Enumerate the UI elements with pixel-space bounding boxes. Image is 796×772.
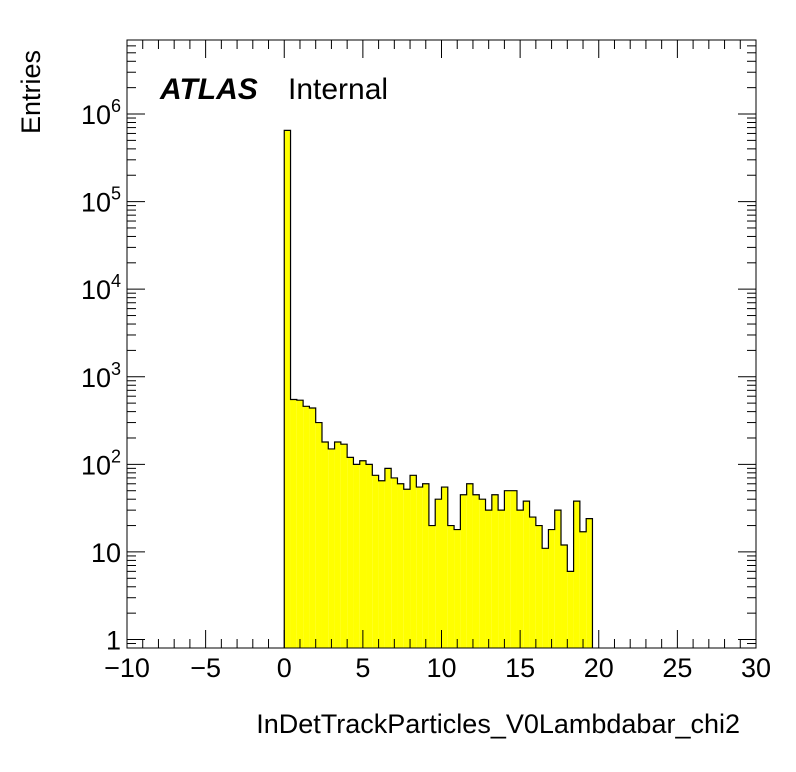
histogram-bin: [479, 499, 486, 648]
histogram-bin: [554, 510, 562, 648]
x-axis-title: InDetTrackParticles_V0Lambdabar_chi2: [256, 709, 740, 739]
histogram-bin: [347, 457, 354, 648]
histogram-bin: [548, 529, 555, 648]
histogram-bin: [422, 483, 429, 648]
y-tick-label: 103: [81, 359, 121, 393]
histogram-bin: [447, 525, 455, 648]
histogram-bin: [340, 444, 348, 648]
histogram-bin: [416, 487, 423, 648]
histogram-bin: [491, 494, 499, 648]
histogram-bin: [516, 510, 524, 648]
histogram-bin: [428, 525, 436, 648]
x-tick-label: 25: [662, 653, 692, 683]
histogram-bin: [397, 483, 404, 648]
axis-ticks: [126, 39, 757, 649]
histogram-bin: [303, 406, 310, 648]
histogram-bin: [290, 399, 297, 648]
x-tick-labels: −10 −5 0 5 10 15 20 25 30: [104, 653, 771, 683]
histogram-bin: [321, 441, 329, 648]
y-tick-label: 104: [81, 271, 121, 305]
histogram-bin: [353, 464, 360, 648]
histogram-bin: [366, 464, 373, 648]
x-tick-label: 5: [355, 653, 370, 683]
histogram-bin: [435, 499, 442, 648]
y-tick-label: 10: [91, 538, 121, 568]
histogram-bin: [498, 510, 505, 648]
y-tick-label: 106: [81, 96, 121, 130]
histogram-bin: [334, 441, 341, 648]
histogram-bin: [359, 460, 367, 648]
x-tick-label: 10: [426, 653, 456, 683]
histogram-bin: [529, 517, 536, 648]
x-tick-label: 0: [277, 653, 292, 683]
histogram-bin: [542, 548, 549, 648]
histogram-bin: [309, 407, 316, 648]
atlas-status-label: Internal: [288, 73, 388, 106]
histogram-bin: [567, 571, 574, 648]
histogram-bin: [284, 130, 291, 648]
histogram-bin: [403, 489, 411, 648]
histogram-bin: [315, 422, 322, 648]
histogram-outline: [283, 129, 594, 648]
y-axis-title: Entries: [16, 50, 46, 134]
histogram-bin: [410, 475, 417, 648]
histogram-bin: [579, 531, 587, 648]
histogram-bin: [460, 494, 467, 648]
x-tick-label: 20: [584, 653, 614, 683]
histogram-bin: [586, 518, 593, 648]
x-tick-label: 30: [741, 653, 771, 683]
histogram-bin: [561, 544, 568, 648]
histogram-bin: [535, 525, 543, 648]
histogram-bin: [328, 448, 335, 648]
histogram-bin: [384, 468, 392, 648]
y-tick-labels: 1 10 102 103 104 105 106: [81, 96, 121, 655]
atlas-label: ATLAS: [159, 73, 258, 106]
histogram-bin: [441, 487, 448, 648]
y-tick-label: 102: [81, 446, 121, 480]
histogram-bin: [466, 483, 473, 648]
x-tick-label: −10: [104, 653, 150, 683]
x-tick-label: 15: [505, 653, 535, 683]
x-tick-label: −5: [190, 653, 221, 683]
histogram-bin: [378, 480, 385, 648]
histogram-bars: [283, 129, 594, 648]
histogram-bin: [454, 529, 461, 648]
histogram-bin: [510, 490, 517, 648]
histogram-bin: [504, 490, 511, 648]
histogram-bin: [391, 477, 398, 648]
histogram-bin: [573, 501, 580, 648]
histogram-bin: [472, 494, 480, 648]
histogram-bin: [523, 501, 530, 648]
histogram-bin: [372, 475, 379, 648]
histogram-bin: [485, 510, 492, 648]
y-tick-label: 105: [81, 184, 121, 218]
y-tick-label: 1: [106, 626, 121, 656]
histogram-bin: [296, 400, 304, 648]
